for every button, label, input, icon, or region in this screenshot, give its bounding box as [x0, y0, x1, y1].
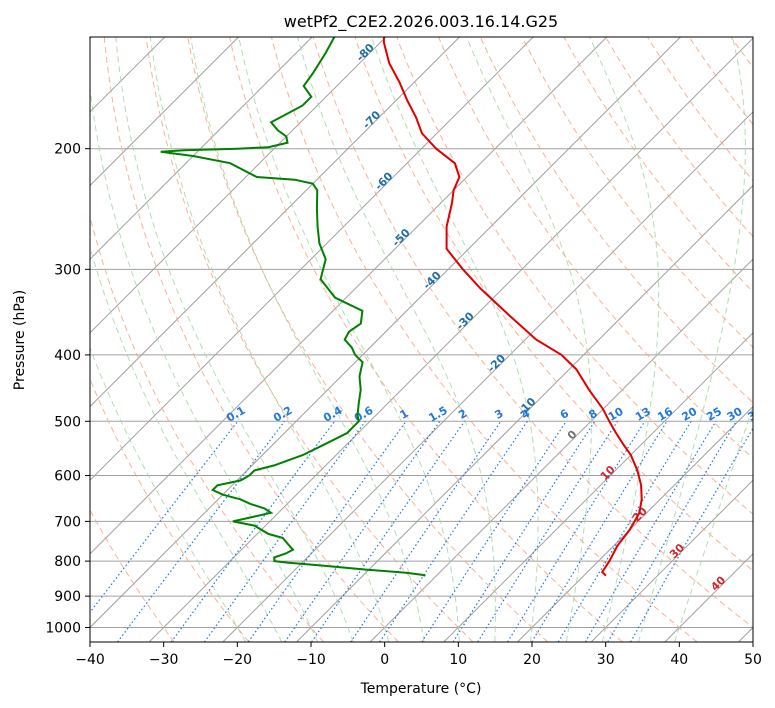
dry-adiabat-line: [90, 377, 250, 642]
plot-background: [90, 37, 753, 642]
y-axis-label: Pressure (hPa): [12, 290, 28, 390]
x-tick-label: 50: [744, 652, 762, 668]
mixing-ratio-line: [350, 420, 502, 642]
isotherm-label: -90: [343, 0, 366, 1]
mixing-ratio-line: [203, 420, 366, 642]
mixing-ratio-line: [311, 420, 466, 642]
y-tick-label: 500: [54, 414, 81, 430]
moist-adiabat-line: [90, 83, 319, 642]
moist-adiabat-line: [466, 37, 592, 642]
x-tick-label: −30: [149, 652, 179, 668]
y-tick-label: 700: [54, 514, 81, 530]
mixing-ratio-label: 36: [745, 405, 765, 424]
mixing-ratio-line: [630, 427, 753, 642]
mixing-ratio-line: [507, 420, 646, 642]
y-tick-label: 200: [54, 142, 81, 158]
isotherm-line: [90, 37, 313, 260]
isotherm-line: [517, 405, 753, 642]
background-lines: [90, 37, 753, 642]
mixing-ratio-line: [557, 420, 692, 642]
isotherm-line: [590, 479, 753, 642]
x-tick-label: 10: [449, 652, 467, 668]
mixing-ratio-line: [607, 420, 737, 642]
profile-lines: [160, 37, 643, 577]
x-tick-label: 40: [670, 652, 688, 668]
moist-adiabat-line: [149, 37, 390, 642]
moist-adiabat-line: [115, 37, 354, 642]
dry-adiabat-line: [438, 37, 753, 459]
dry-adiabat-line: [396, 37, 753, 515]
moist-adiabat-line: [238, 37, 460, 642]
dry-adiabat-line: [103, 37, 399, 642]
moist-adiabat-line: [637, 37, 746, 642]
axes: −40−30−20−100102030405010020030040050060…: [45, 142, 762, 668]
y-tick-label: 800: [54, 554, 81, 570]
isotherm-line: [148, 37, 753, 642]
isotherm-line: [90, 37, 387, 334]
mixing-ratio-line: [170, 420, 336, 642]
plot-frame: [89, 36, 754, 643]
dry-adiabat-line: [312, 37, 753, 629]
moist-adiabat-line: [90, 245, 283, 642]
isotherm-line: [90, 37, 240, 187]
x-tick-label: −20: [223, 652, 253, 668]
mixing-ratio-line: [531, 420, 668, 642]
isotherm-line: [90, 37, 534, 481]
mixing-ratio-line: [452, 420, 596, 642]
dry-adiabat-line: [229, 37, 623, 642]
y-tick-label: 600: [54, 469, 81, 485]
mixing-ratio-line: [284, 420, 441, 642]
temperature-line: [382, 37, 643, 577]
moist-adiabat-line: [371, 37, 539, 642]
y-tick-label: 400: [54, 348, 81, 364]
isotherm-line: [443, 332, 753, 642]
y-tick-label: 1000: [45, 621, 81, 637]
dry-adiabat-line: [605, 37, 753, 238]
isotherm-line: [90, 37, 166, 113]
x-tick-label: 30: [597, 652, 615, 668]
moist-adiabat-line: [297, 37, 496, 642]
mixing-ratio-line: [117, 420, 286, 642]
isotherm-line: [90, 37, 461, 408]
dry-adiabat-line: [90, 215, 325, 642]
dry-adiabat-line: [187, 37, 549, 642]
isotherm-line: [90, 37, 682, 629]
isotherm-line: [369, 258, 753, 642]
y-tick-label: 900: [54, 589, 81, 605]
x-tick-label: −40: [75, 652, 105, 668]
mixing-ratio-line: [379, 420, 528, 642]
dry-adiabat-line: [354, 37, 753, 572]
isotherm-line: [90, 37, 608, 555]
mixing-ratio-line: [421, 420, 567, 642]
x-tick-label: 0: [380, 652, 389, 668]
mixing-ratio-line: [584, 420, 717, 642]
moist-adiabat-line: [674, 405, 753, 642]
chart-title: wetPf2_C2E2.2026.003.16.14.G25: [284, 12, 558, 32]
dry-adiabat-line: [270, 37, 698, 642]
x-tick-label: −10: [296, 652, 326, 668]
dewpoint-line: [160, 37, 426, 577]
y-tick-label: 300: [54, 262, 81, 278]
x-tick-label: 20: [523, 652, 541, 668]
mixing-ratio-line: [247, 420, 407, 642]
isotherm-line: [222, 111, 753, 642]
x-axis-label: Temperature (°C): [360, 681, 482, 697]
